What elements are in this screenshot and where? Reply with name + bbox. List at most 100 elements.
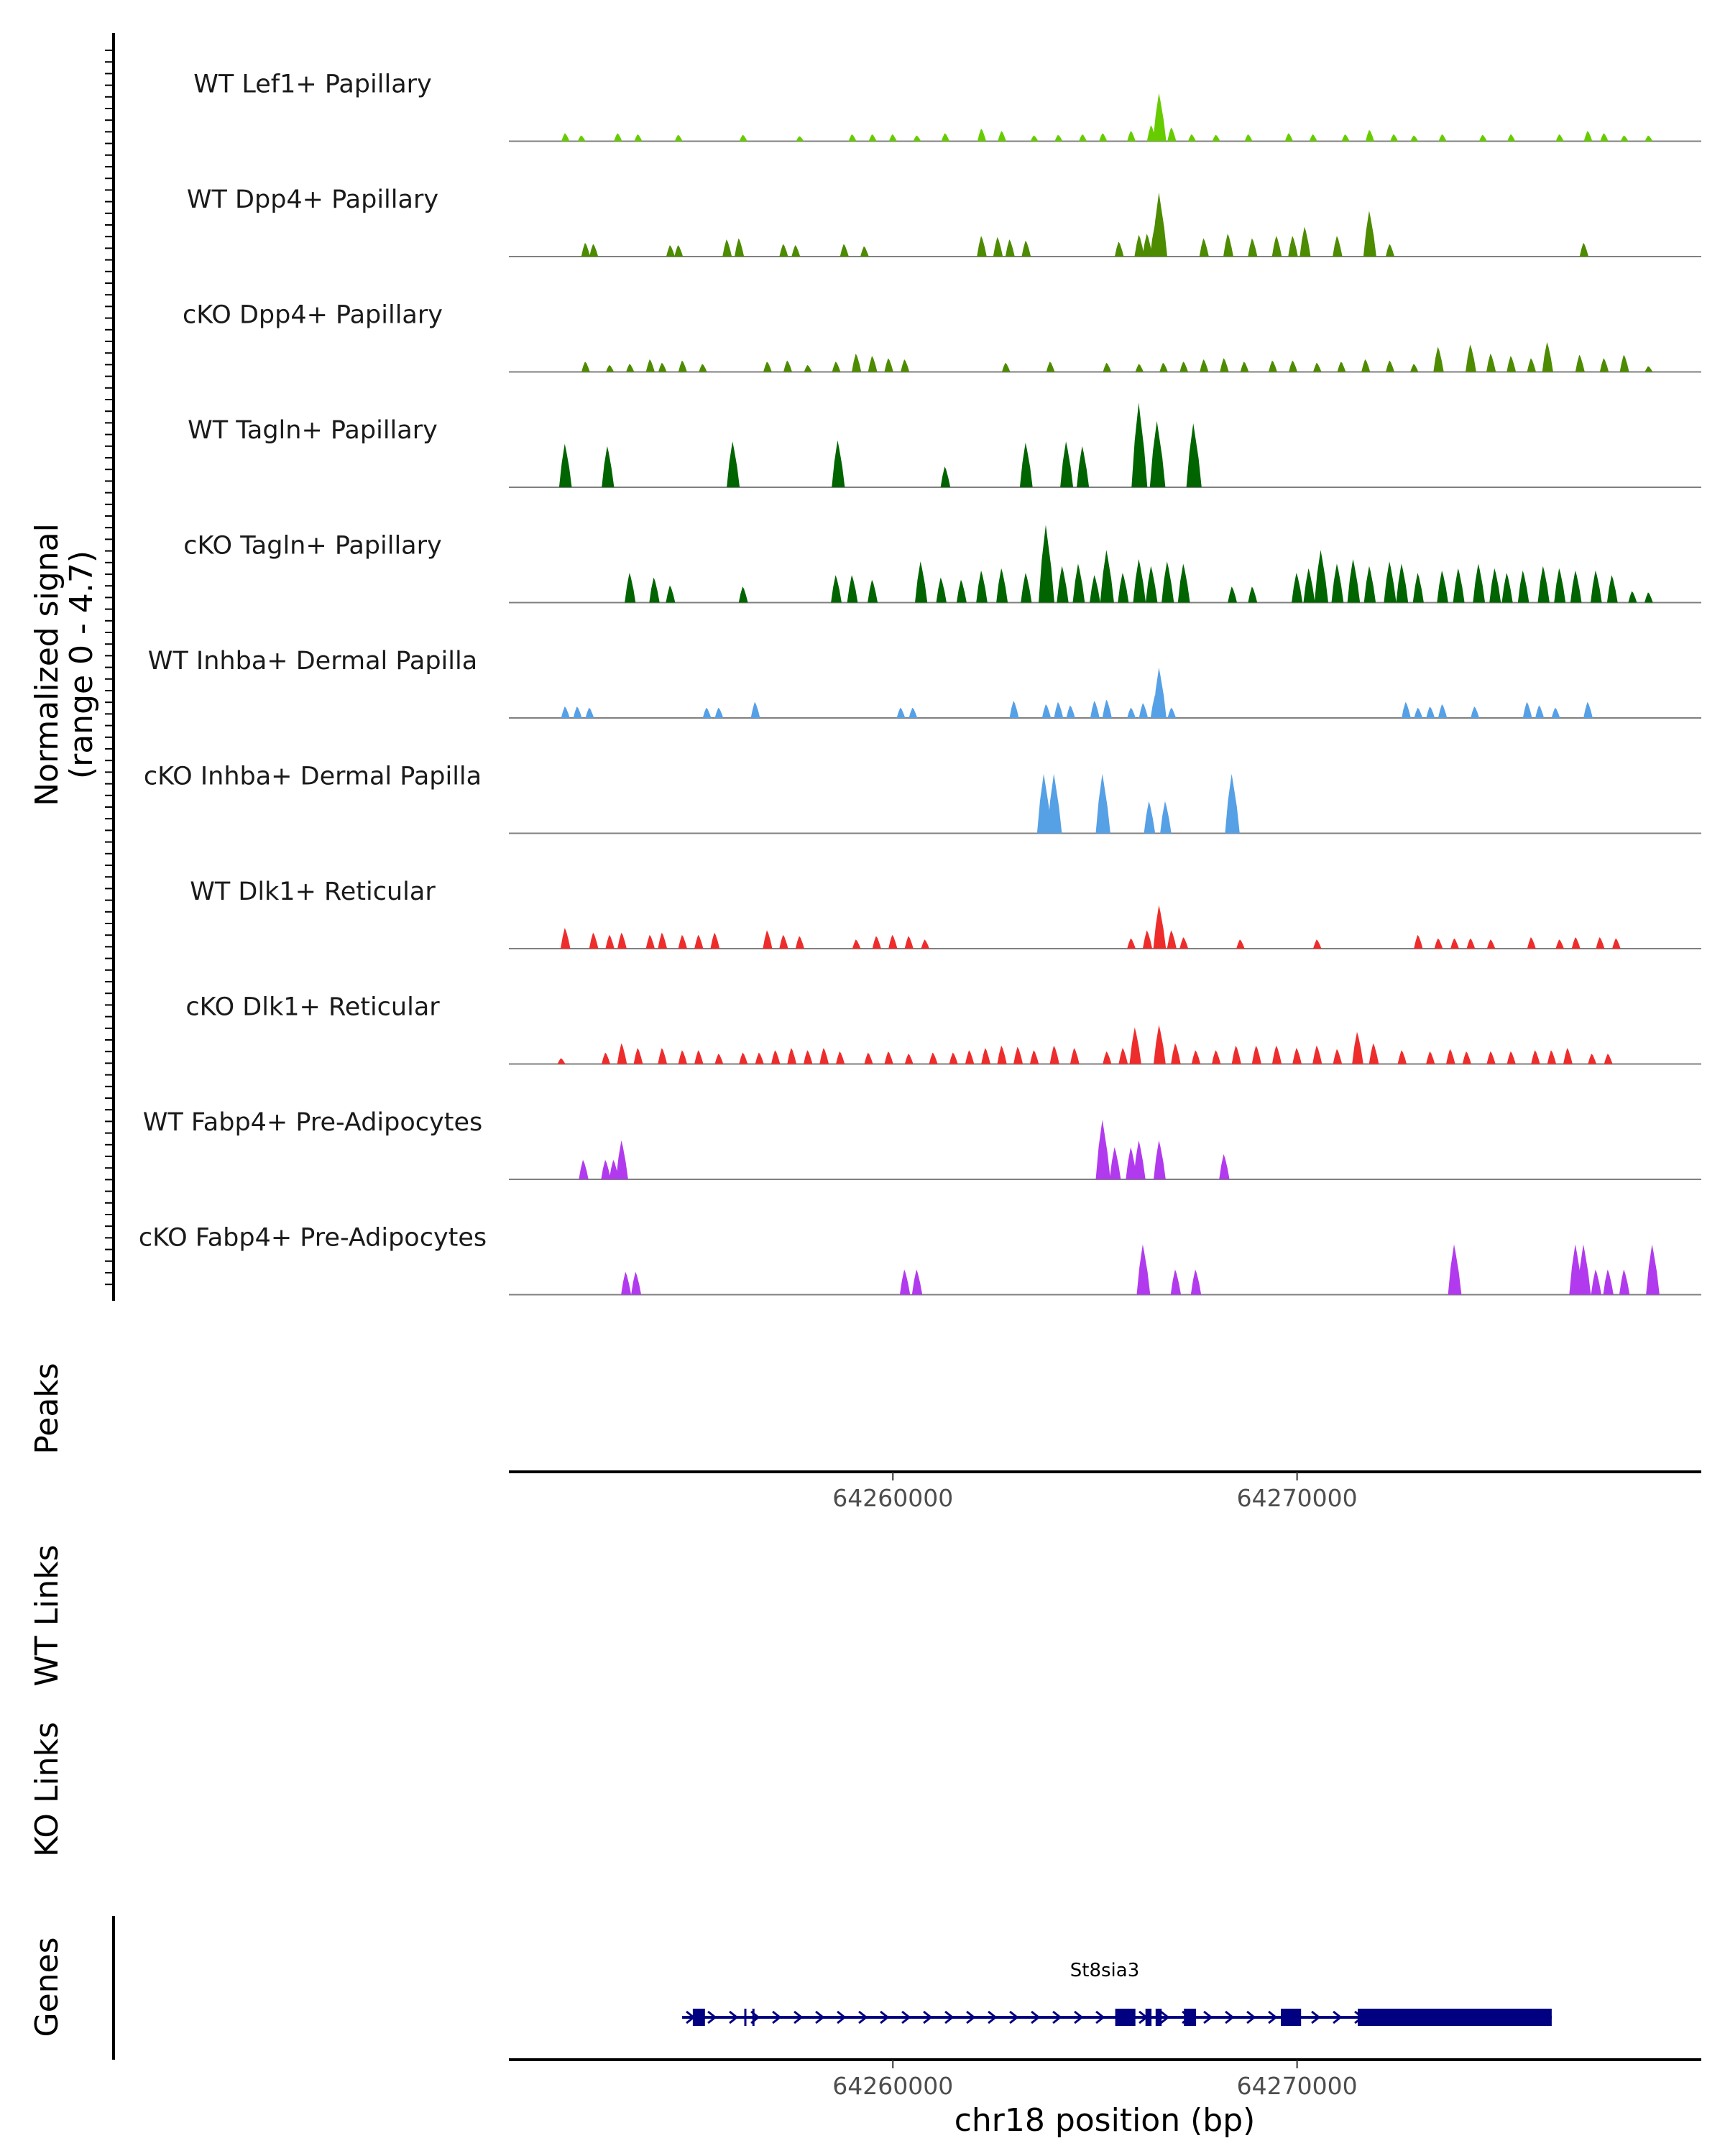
coverage-peak (1478, 134, 1487, 142)
coverage-peak (1588, 1054, 1597, 1064)
coverage-peak (1433, 346, 1444, 372)
coverage-peak (1644, 592, 1653, 603)
coverage-peak (1337, 361, 1346, 372)
coverage-peak (702, 707, 712, 718)
coverage-peak (1019, 442, 1033, 487)
coverage-peak (666, 245, 675, 257)
coverage-peak (1066, 705, 1075, 718)
coverage-peak (1410, 364, 1419, 372)
coverage-peak (908, 707, 918, 718)
coverage-peak (1013, 1046, 1024, 1064)
coverage-peak (787, 1048, 797, 1064)
coverage-peak (1118, 573, 1129, 603)
coverage-peak (658, 362, 667, 372)
coverage-peak (949, 1052, 958, 1064)
coverage-peak (1414, 934, 1423, 949)
coverage-peak (1527, 358, 1536, 372)
coverage-peak (1341, 134, 1350, 142)
coverage-peak (573, 706, 582, 718)
coverage-peak (1284, 133, 1294, 142)
coverage-peak (1146, 566, 1158, 603)
coverage-tracks: WT Lef1+ Papillary WT Dpp4+ Papillary cKO … (139, 70, 1701, 1296)
coverage-peak (911, 1269, 923, 1295)
coverage-peak (1450, 938, 1459, 949)
coverage-peak (1292, 573, 1303, 603)
coverage-peak (1333, 236, 1343, 257)
coverage-peak (1522, 701, 1532, 718)
coverage-peak (1142, 234, 1153, 257)
coverage-peak (1177, 563, 1190, 603)
coverage-peak (872, 936, 881, 949)
coverage-peak (763, 361, 772, 372)
coverage-peak (1153, 905, 1167, 949)
coverage-peak (1220, 358, 1229, 372)
coverage-peak (1095, 1120, 1110, 1179)
strand-arrow (772, 2010, 782, 2024)
wt-links-track-label: WT Links (29, 1544, 65, 1686)
x-axis-title: chr18 position (bp) (954, 2102, 1256, 2139)
coverage-peak (929, 1052, 938, 1064)
coverage-peak (1244, 134, 1253, 142)
coverage-peak (1384, 561, 1397, 603)
coverage-peak (1579, 242, 1589, 257)
coverage-peak (727, 441, 740, 487)
coverage-peak (976, 570, 988, 603)
coverage-peak (1072, 563, 1085, 603)
coverage-peak (1170, 1269, 1182, 1295)
coverage-peak (609, 1159, 619, 1179)
coverage-peak (1060, 441, 1074, 487)
coverage-peak (1136, 1244, 1151, 1295)
coverage-peak (996, 568, 1008, 603)
coverage-peak (1591, 570, 1602, 603)
coverage-peak (1571, 937, 1581, 949)
coverage-peak (605, 934, 615, 949)
coverage-peak (1603, 1269, 1614, 1295)
strand-arrow (1333, 2010, 1343, 2024)
coverage-peak (581, 242, 591, 257)
coverage-peak (1046, 361, 1055, 372)
coverage-peak (1090, 575, 1100, 603)
coverage-peak (1288, 236, 1298, 257)
strand-arrow (729, 2010, 739, 2024)
coverage-peak (1240, 361, 1249, 372)
coverage-peak (1133, 1140, 1146, 1179)
coverage-peak (1179, 937, 1189, 949)
coverage-peak (1363, 211, 1376, 257)
coverage-peak (763, 930, 773, 949)
coverage-peak (1397, 1050, 1407, 1064)
coverage-peak (678, 934, 687, 949)
strand-arrow (1203, 2010, 1213, 2024)
track-4: WT Tagln+ Papillary (188, 402, 1701, 488)
coverage-peak (993, 236, 1003, 257)
peaks-track-label: Peaks (29, 1363, 65, 1454)
track-label: cKO Fabp4+ Pre-Adipocytes (139, 1224, 487, 1253)
coverage-peak (1410, 135, 1419, 142)
coverage-peak (1438, 134, 1447, 142)
coverage-peak (1555, 939, 1564, 949)
gene-exon (1184, 2009, 1197, 2026)
coverage-peak (614, 133, 622, 142)
coverage-peak (678, 360, 687, 372)
coverage-peak (1385, 244, 1395, 257)
track-label: cKO Dlk1+ Reticular (185, 993, 440, 1022)
coverage-peak (1190, 1269, 1202, 1295)
coverage-peak (1361, 359, 1371, 372)
coverage-peak (710, 932, 720, 949)
coverage-peak (868, 134, 877, 142)
coverage-peak (1057, 566, 1069, 603)
coverage-peak (831, 575, 842, 603)
coverage-peak (836, 1051, 845, 1064)
track-label: cKO Inhba+ Dermal Papilla (144, 763, 482, 791)
coverage-peak (1109, 1147, 1121, 1179)
coverage-peak (739, 1052, 748, 1064)
gene-exon (692, 2009, 705, 2026)
coverage-peak (896, 707, 906, 718)
coverage-peak (819, 1048, 829, 1064)
coverage-peak (1005, 239, 1015, 257)
coverage-peak (634, 134, 643, 142)
coverage-peak (1154, 1025, 1166, 1064)
coverage-peak (1231, 1046, 1241, 1064)
coverage-peak (561, 706, 570, 718)
coverage-peak (795, 936, 804, 949)
coverage-peak (1159, 362, 1168, 372)
